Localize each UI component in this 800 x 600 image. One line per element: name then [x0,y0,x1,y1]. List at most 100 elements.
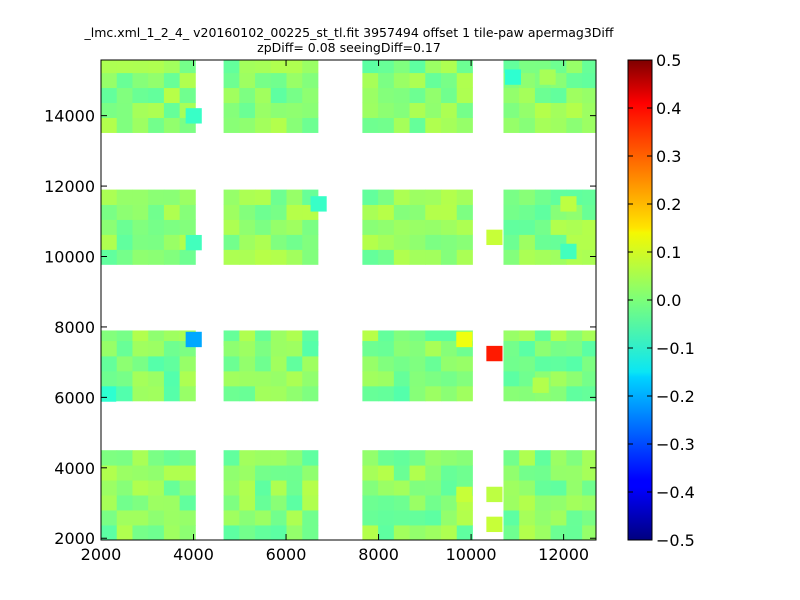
heatmap-cell [409,341,426,357]
heatmap-cell [101,355,118,372]
heatmap-cell [409,355,426,372]
y-tick-label: 12000 [44,177,95,196]
heatmap-cell [302,450,319,466]
heatmap-cell [425,465,442,481]
heatmap-cell [362,189,379,205]
heatmap-cell [393,370,410,387]
heatmap-cell [148,102,165,118]
heatmap-cell [456,450,473,466]
heatmap-cell [148,450,165,466]
heatmap-cell [223,370,240,387]
heatmap-cell [163,480,181,496]
heatmap-cell [362,525,379,540]
heatmap-cell [163,385,181,402]
colorbar-tick-label: 0.1 [656,243,681,262]
heatmap-cell [519,450,536,466]
heatmap-cell [362,72,379,89]
heatmap-cell [270,189,287,205]
heatmap-cell [148,60,165,74]
heatmap-cell [132,341,149,357]
heatmap-cell [132,370,149,387]
heatmap-cell [239,204,256,220]
heatmap-cell [378,495,395,511]
heatmap-cell [163,249,181,265]
heatmap-cell [425,234,442,250]
heatmap-cell [441,370,458,387]
heatmap-cell [302,495,319,511]
colorbar-tick-label: −0.2 [656,387,695,406]
heatmap-cell [302,465,319,481]
heatmap-cell [163,219,181,235]
heatmap-cell [148,465,165,481]
heatmap-cell [270,480,287,496]
heatmap-cell [270,72,287,89]
heatmap-cell [302,385,319,402]
heatmap-cell [425,204,442,220]
heatmap-cell [286,450,303,466]
heatmap-cell [255,495,272,511]
heatmap-cell [101,204,118,220]
heatmap-cell [239,510,256,526]
heatmap-cell [302,234,319,250]
heatmap-cell [486,345,503,362]
heatmap-cell [534,87,552,104]
heatmap-cell [534,249,552,265]
heatmap-cell [362,117,379,133]
heatmap-cell [223,355,240,372]
heatmap-cell [393,117,410,133]
heatmap-cell [519,480,536,496]
heatmap-cell [486,229,503,246]
heatmap-cell [378,219,395,235]
heatmap-cell [582,355,596,372]
colorbar-tick-label: 0.2 [656,195,681,214]
heatmap-cell [378,60,395,74]
heatmap-cell [286,480,303,496]
heatmap-cell [378,385,395,402]
heatmap-cell [441,495,458,511]
y-tick-label: 6000 [54,388,95,407]
heatmap-cell [286,341,303,357]
heatmap-cell [566,480,583,496]
heatmap-cell [116,450,133,466]
heatmap-cell [255,204,272,220]
heatmap-cell [378,87,395,104]
heatmap-cell [163,234,181,250]
heatmap-cell [441,204,458,220]
heatmap-cell [393,355,410,372]
heatmap-cell [255,87,272,104]
heatmap-cell [362,495,379,511]
heatmap-cell [185,331,202,348]
heatmap-cell [163,102,181,118]
heatmap-cell [148,117,165,133]
heatmap-cell [378,480,395,496]
heatmap-cell [179,87,196,104]
heatmap-cell [223,189,240,205]
heatmap-cell [409,234,426,250]
heatmap-cell [270,355,287,372]
heatmap-cell [255,219,272,235]
heatmap-cell [270,60,287,74]
heatmap-cell [534,510,552,526]
colorbar-tick-label: −0.3 [656,435,695,454]
heatmap-cell [393,72,410,89]
heatmap-cell [239,219,256,235]
heatmap-cell [116,189,133,205]
heatmap-cell [425,87,442,104]
heatmap-cell [393,450,410,466]
heatmap-cell [163,72,181,89]
heatmap-cell [566,370,583,387]
heatmap-cell [286,465,303,481]
heatmap-cell [302,355,319,372]
x-axis: 2000 4000 6000 8000 10000 12000 [81,60,589,564]
heatmap-cell [441,117,458,133]
heatmap-cell [116,510,133,526]
heatmap-cell [409,249,426,265]
heatmap-cell [223,450,240,466]
heatmap-cell [179,219,196,235]
heatmap-cell [362,465,379,481]
heatmap-cell [270,117,287,133]
heatmap-cell [239,525,256,540]
heatmap-cell [441,72,458,89]
heatmap-cell [378,370,395,387]
heatmap-cell [393,189,410,205]
